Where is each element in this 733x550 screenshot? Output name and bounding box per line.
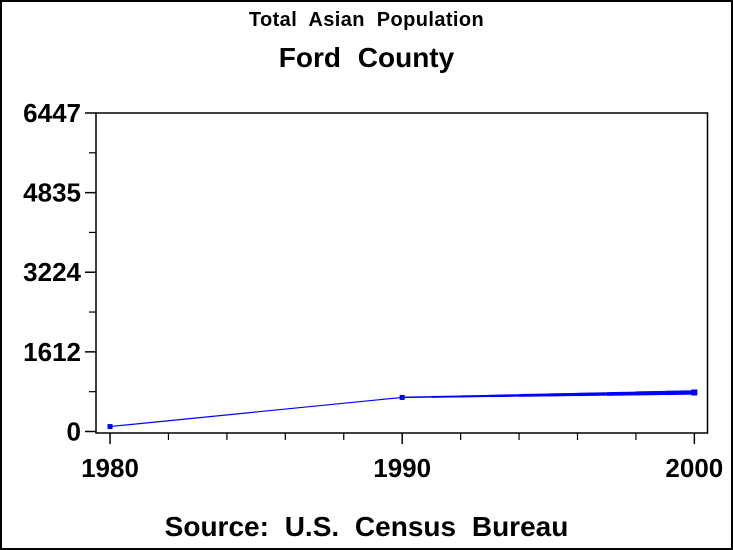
y-axis-tick-label: 0 <box>67 417 81 447</box>
x-axis-tick-label: 1980 <box>81 453 139 483</box>
chart-subtitle: Ford County <box>278 42 455 73</box>
y-axis-tick-label: 6447 <box>23 98 81 128</box>
source-caption: Source: U.S. Census Bureau <box>164 511 569 542</box>
data-point-marker <box>107 424 113 430</box>
chart-title: Total Asian Population <box>248 9 485 31</box>
plot-frame <box>95 112 709 434</box>
y-axis-tick-label: 3224 <box>23 257 81 287</box>
y-axis-tick-label: 4835 <box>23 178 81 208</box>
data-point-marker <box>399 394 405 400</box>
y-axis-tick-label: 1612 <box>23 337 81 367</box>
x-axis-tick-label: 2000 <box>665 453 723 483</box>
data-point-marker <box>691 389 698 396</box>
x-axis-tick-label: 1990 <box>373 453 431 483</box>
